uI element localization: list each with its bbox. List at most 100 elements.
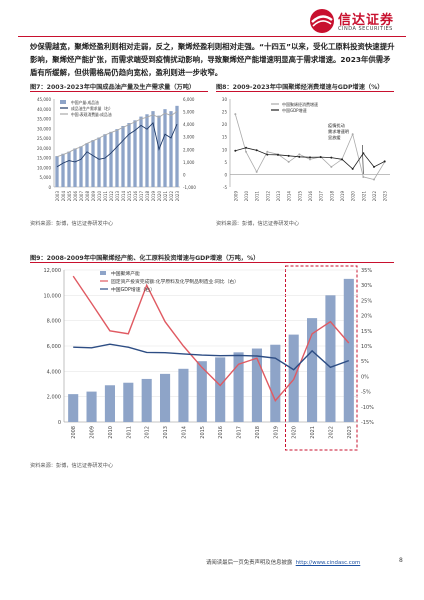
annotation-label: 需求增速明: [328, 128, 349, 135]
x-tick-label: 2004: [61, 191, 66, 202]
legend-label: 中国GDP增速（右）: [111, 286, 155, 293]
bar: [169, 111, 173, 187]
y2-tick-label: -5%: [361, 390, 371, 396]
y-tick-label: 6,000: [47, 344, 61, 350]
point: [255, 149, 258, 152]
x-tick-label: 2019: [340, 191, 345, 202]
point: [309, 158, 311, 161]
y-tick-label: 15: [222, 135, 228, 140]
figure7-source: 资料来源：彭博，信达证券研发中心: [30, 221, 114, 227]
bar: [178, 368, 189, 422]
y-tick-label: 5: [224, 160, 227, 165]
x-tick-label: 2023: [175, 191, 180, 202]
y-tick-label: 5,000: [40, 175, 52, 180]
annotation-label: 显放缓: [328, 134, 341, 141]
bar: [175, 105, 179, 187]
bar: [139, 116, 143, 187]
x-tick-label: 2009: [233, 191, 238, 202]
bar: [157, 115, 161, 187]
y-tick-label: 0: [58, 420, 61, 426]
y2-tick-label: -1,000: [183, 185, 196, 190]
legend-swatch: [100, 271, 106, 275]
figure8-title: 图8：2009-2023年中国聚烯烃消费增速与GDP增速（%）: [216, 84, 384, 91]
header-divider: [18, 36, 406, 37]
x-tick-label: 2017: [237, 426, 243, 439]
x-tick-label: 2022: [328, 426, 334, 439]
point: [298, 155, 301, 158]
x-tick-label: 2021: [361, 191, 366, 202]
figure9-chart: 0 2,000 4,000 6,000 8,000 10,000 12,000 -15% -10…: [44, 265, 374, 451]
bar: [115, 129, 119, 187]
legend-label: 中国GDP增速: [282, 107, 307, 113]
point: [255, 170, 258, 173]
y2-tick-label: 3,000: [183, 135, 195, 140]
point: [234, 149, 237, 152]
x-tick-label: 2021: [163, 191, 168, 202]
bar: [127, 123, 131, 187]
x-tick-label: 2015: [200, 426, 206, 439]
bar: [123, 382, 134, 422]
x-tick-label: 2013: [163, 426, 169, 439]
y-tick-label: 30,000: [37, 126, 51, 131]
x-tick-label: 2011: [103, 191, 108, 202]
y2-tick-label: 0: [183, 172, 186, 177]
body-paragraph: 炒保需越宽，聚烯烃盈利则相对走弱，反之，聚烯烃盈利则相对走强。“十四五”以来，受…: [30, 42, 395, 77]
point: [351, 133, 354, 136]
x-tick-label: 2020: [157, 191, 162, 202]
x-tick-label: 2011: [126, 426, 132, 439]
bar: [86, 391, 97, 422]
cinda-logo-icon: [310, 9, 334, 33]
y-tick-label: 15,000: [37, 156, 51, 161]
figure7-chart: 0 5,000 10,000 15,000 20,000 25,000 30,000 35,0…: [37, 97, 196, 202]
y2-tick-label: 1,000: [183, 160, 195, 165]
series-line: [56, 111, 178, 158]
x-tick-label: 2019: [151, 191, 156, 202]
bar: [109, 131, 113, 187]
point: [373, 165, 375, 168]
y2-tick-label: -15%: [361, 420, 374, 426]
point: [341, 158, 343, 161]
figure9-source: 资料来源：彭博，信达证券研发中心: [30, 463, 114, 469]
y2-tick-label: 6,000: [183, 97, 195, 102]
x-tick-label: 2017: [139, 191, 144, 202]
cinda-logo: 信达证券 CINDA SECURITIES: [308, 7, 418, 37]
point: [351, 167, 354, 170]
bar: [121, 125, 125, 187]
page-number: 8: [399, 557, 403, 564]
x-tick-label: 2014: [121, 191, 126, 202]
y-tick-label: 20,000: [37, 146, 51, 151]
bar: [163, 109, 167, 187]
y-tick-label: 2,000: [47, 395, 61, 401]
series-line: [56, 121, 178, 168]
x-tick-label: 2012: [145, 426, 151, 439]
figure9-title: 图9：2008-2009年中国聚烯烃产能、化工原料投资增速与GDP增速（万吨，%…: [30, 255, 260, 262]
bar: [196, 361, 207, 422]
y2-tick-label: 5,000: [183, 110, 195, 115]
point: [234, 113, 237, 116]
footer-link[interactable]: http://www.cindasc.com: [295, 560, 361, 566]
point: [245, 146, 247, 149]
bar: [251, 348, 262, 422]
bar: [133, 120, 137, 187]
bar: [104, 385, 115, 422]
x-tick-label: 2009: [90, 426, 96, 439]
y-tick-label: 8,000: [47, 319, 61, 325]
point: [266, 153, 269, 156]
y-tick-label: 12,000: [44, 268, 62, 274]
x-tick-label: 2018: [329, 191, 334, 202]
bar: [79, 146, 83, 187]
y-tick-label: 10,000: [37, 165, 51, 170]
y2-tick-label: 15%: [361, 329, 372, 335]
y2-tick-label: 10%: [361, 344, 372, 350]
legend-label: 中国:表观消费量:成品油: [71, 112, 112, 117]
y-tick-label: 40,000: [37, 107, 51, 112]
x-tick-label: 2008: [85, 191, 90, 202]
y-tick-label: 35,000: [37, 117, 51, 122]
x-tick-label: 2014: [287, 191, 292, 202]
brand-english: CINDA SECURITIES: [338, 26, 393, 32]
bar: [67, 151, 71, 187]
bar: [343, 278, 354, 422]
x-tick-label: 2006: [73, 191, 78, 202]
figure8-chart: -5 0 5 10 15 20 25 30 2009 2010 2011 2012 2013 2014 20…: [222, 97, 390, 202]
figure7-title: 图7：2003-2023年中国成品油产量及生产需求量（万吨）: [30, 84, 196, 91]
